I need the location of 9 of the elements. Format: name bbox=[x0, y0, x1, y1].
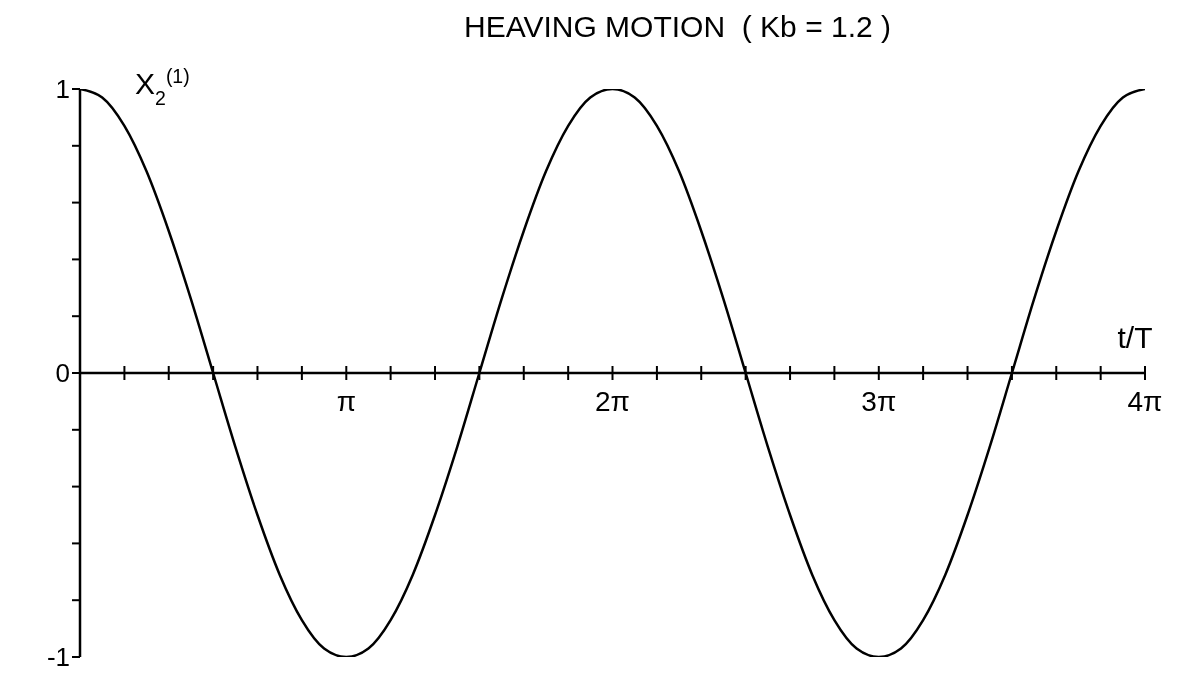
x-tick-label: 2π bbox=[595, 386, 630, 417]
chart-title: HEAVING MOTION ( Kb = 1.2 ) bbox=[463, 10, 892, 44]
y-tick-label: -1 bbox=[46, 642, 70, 673]
x-tick-label: 3π bbox=[861, 386, 897, 417]
x-tick-label: 4π bbox=[1127, 386, 1163, 417]
y-tick-label: 1 bbox=[55, 74, 70, 105]
x-tick-label: π bbox=[336, 386, 356, 417]
y-tick-label: 0 bbox=[55, 358, 70, 389]
x-axis-title: t/T bbox=[1117, 321, 1153, 354]
